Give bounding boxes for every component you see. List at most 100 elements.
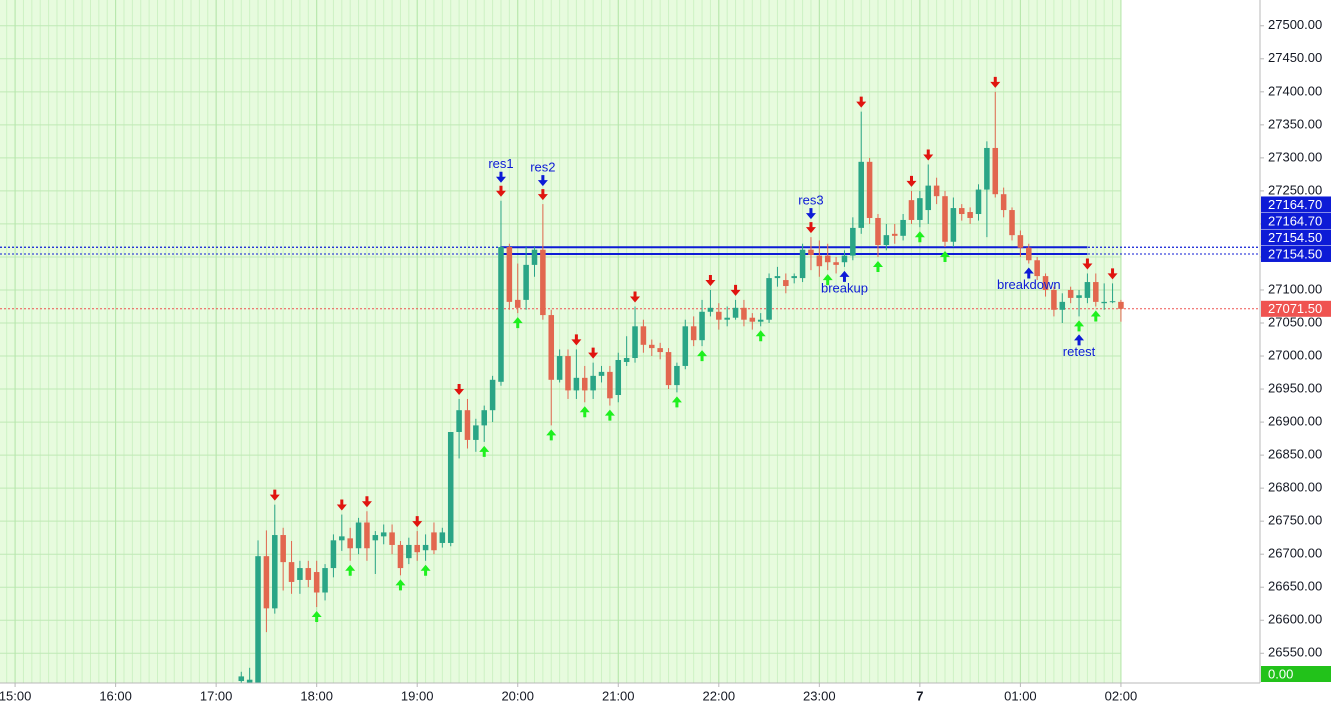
candle-body [531, 249, 538, 265]
y-tick-label: 26700.00 [1268, 546, 1322, 561]
candle-body [632, 326, 638, 359]
candle-body [716, 311, 722, 320]
candle-body [506, 247, 513, 302]
candle-body [900, 219, 906, 236]
candle-body [1026, 247, 1032, 261]
buy-signal [479, 445, 490, 457]
candle-body [263, 556, 270, 609]
sell-signal [906, 175, 917, 187]
sell-signal [705, 274, 716, 286]
buy-signal [420, 564, 431, 576]
candle-body [1118, 301, 1124, 309]
candle-body [1000, 194, 1007, 211]
x-tick-label: 15:00 [0, 688, 31, 703]
x-tick-label: 19:00 [401, 688, 434, 703]
buy-signal [1074, 320, 1085, 332]
candle-body [464, 410, 471, 440]
candle-body [1093, 282, 1099, 302]
x-tick-label: 16:00 [99, 688, 132, 703]
candle-body [456, 410, 462, 432]
sell-signal [361, 496, 372, 508]
sell-signal [269, 489, 280, 501]
sell-signal [537, 189, 548, 201]
candle-body [850, 227, 856, 256]
candle-body [699, 311, 705, 341]
candle-body [757, 319, 764, 322]
price-label-box [1261, 666, 1331, 682]
price-label: 0.00 [1268, 666, 1293, 681]
y-tick-label: 26600.00 [1268, 612, 1322, 627]
candle-body [682, 326, 689, 366]
candle-body [1101, 301, 1107, 304]
price-label: 27071.50 [1268, 301, 1322, 316]
y-tick-label: 26900.00 [1268, 414, 1322, 429]
candle-body [238, 676, 245, 682]
annotation-arrow [495, 171, 506, 183]
candle-body [573, 377, 580, 391]
candle-body [967, 212, 973, 218]
buy-signal [1090, 310, 1101, 322]
buy-signal [822, 274, 833, 286]
x-tick-label: 7 [916, 688, 923, 703]
sell-signal [495, 185, 506, 197]
candle-body [799, 249, 806, 279]
annotation-arrow [537, 175, 548, 187]
buy-signal [395, 579, 406, 591]
candle-body [732, 307, 739, 318]
x-tick-label: 22:00 [703, 688, 736, 703]
y-tick-label: 27350.00 [1268, 116, 1322, 131]
buy-signal [579, 406, 590, 418]
candle-body [917, 198, 923, 220]
candle-body [447, 431, 454, 543]
candle-body [707, 307, 714, 312]
candle-body [657, 348, 663, 353]
candle-body [942, 196, 948, 242]
annotation-label: res2 [530, 160, 555, 175]
candle-body [891, 233, 898, 236]
sell-signal [923, 149, 934, 161]
candle-body [1017, 235, 1024, 248]
candle-body [774, 276, 781, 279]
candle-body [339, 536, 345, 541]
sell-signal [571, 334, 582, 346]
sell-signal [1107, 268, 1118, 280]
candle-body [690, 326, 697, 341]
candle-body [397, 544, 404, 569]
candle-body [364, 522, 370, 549]
buy-signal [914, 231, 925, 243]
y-tick-label: 27300.00 [1268, 149, 1322, 164]
annotation-arrow [1023, 267, 1034, 279]
candle-body [1059, 301, 1066, 310]
x-tick-label: 18:00 [300, 688, 333, 703]
y-tick-label: 26750.00 [1268, 513, 1322, 528]
candle-body [1084, 282, 1091, 298]
sell-signal [454, 383, 465, 395]
y-tick-label: 27100.00 [1268, 281, 1322, 296]
y-tick-label: 27050.00 [1268, 314, 1322, 329]
buy-signal [755, 330, 766, 342]
annotation-arrow [839, 270, 850, 282]
candle-body [380, 532, 387, 537]
plot-fill [0, 0, 1121, 683]
candle-body [791, 276, 797, 279]
buy-signal [311, 611, 322, 623]
y-tick-label: 27250.00 [1268, 182, 1322, 197]
buy-signal [697, 350, 708, 362]
sell-signal [990, 76, 1001, 88]
candle-body [347, 538, 353, 549]
price-label-box [1261, 196, 1331, 213]
sell-signal [1082, 258, 1093, 270]
candle-body [305, 568, 312, 580]
candle-body [883, 235, 890, 246]
axes: 26550.00 26600.00 26650.00 26700.00 26750.00… [0, 17, 1331, 703]
candle-body [581, 377, 588, 391]
x-tick-label: 20:00 [501, 688, 534, 703]
candle-body [1067, 289, 1074, 298]
annotation-arrow [1074, 334, 1085, 346]
candle-body [330, 540, 337, 569]
y-tick-label: 27500.00 [1268, 17, 1322, 32]
price-label: 27154.50 [1268, 246, 1322, 261]
buy-signal [345, 564, 356, 576]
candle-body [431, 532, 437, 551]
